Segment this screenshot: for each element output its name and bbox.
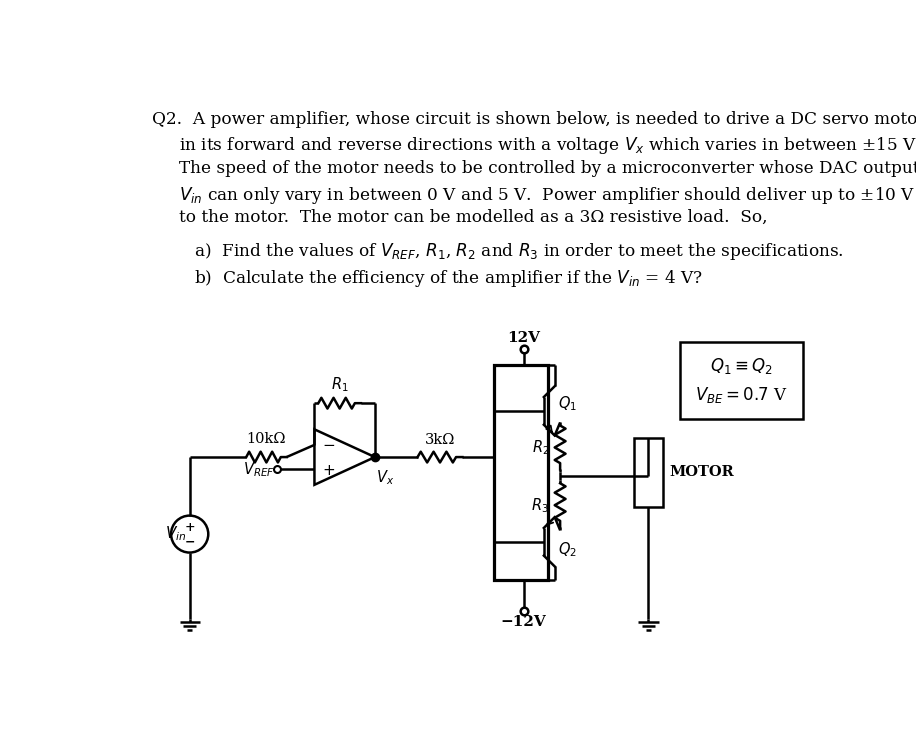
Text: b)  Calculate the efficiency of the amplifier if the $V_{in}$ = 4 V?: b) Calculate the efficiency of the ampli… bbox=[194, 268, 703, 289]
Text: $V_{BE} = 0.7$ V: $V_{BE} = 0.7$ V bbox=[695, 386, 788, 405]
Text: 12V: 12V bbox=[507, 332, 540, 346]
Text: +: + bbox=[184, 521, 195, 534]
Bar bbox=[495, 364, 549, 580]
Text: $R_2$: $R_2$ bbox=[531, 438, 550, 457]
Text: $V_x$: $V_x$ bbox=[376, 468, 395, 486]
Text: $V_{in}$: $V_{in}$ bbox=[165, 524, 187, 542]
Text: −: − bbox=[184, 535, 195, 548]
Text: $R_3$: $R_3$ bbox=[531, 496, 550, 515]
Text: The speed of the motor needs to be controlled by a microconverter whose DAC outp: The speed of the motor needs to be contr… bbox=[179, 160, 916, 177]
Text: a)  Find the values of $V_{REF}$, $R_1$, $R_2$ and $R_3$ in order to meet the sp: a) Find the values of $V_{REF}$, $R_1$, … bbox=[194, 241, 845, 262]
Text: Q2.  A power amplifier, whose circuit is shown below, is needed to drive a DC se: Q2. A power amplifier, whose circuit is … bbox=[152, 111, 916, 128]
Text: $Q_2$: $Q_2$ bbox=[558, 540, 577, 559]
Text: +: + bbox=[322, 462, 335, 477]
Text: −: − bbox=[322, 438, 335, 453]
Text: $Q_1 \equiv Q_2$: $Q_1 \equiv Q_2$ bbox=[710, 356, 773, 376]
Text: $V_{in}$ can only vary in between 0 V and 5 V.  Power amplifier should deliver u: $V_{in}$ can only vary in between 0 V an… bbox=[179, 184, 915, 206]
Text: $R_1$: $R_1$ bbox=[331, 375, 348, 394]
Text: −12V: −12V bbox=[501, 615, 547, 629]
Text: MOTOR: MOTOR bbox=[670, 466, 734, 480]
Text: $Q_1$: $Q_1$ bbox=[558, 394, 577, 413]
Text: $V_{REF}$: $V_{REF}$ bbox=[244, 460, 275, 479]
Bar bbox=[634, 438, 663, 507]
Bar bbox=[681, 342, 802, 418]
Text: 10kΩ: 10kΩ bbox=[246, 432, 286, 446]
Text: 3kΩ: 3kΩ bbox=[425, 433, 455, 447]
Text: in its forward and reverse directions with a voltage $V_x$ which varies in betwe: in its forward and reverse directions wi… bbox=[179, 135, 916, 156]
Text: to the motor.  The motor can be modelled as a 3Ω resistive load.  So,: to the motor. The motor can be modelled … bbox=[179, 209, 768, 226]
